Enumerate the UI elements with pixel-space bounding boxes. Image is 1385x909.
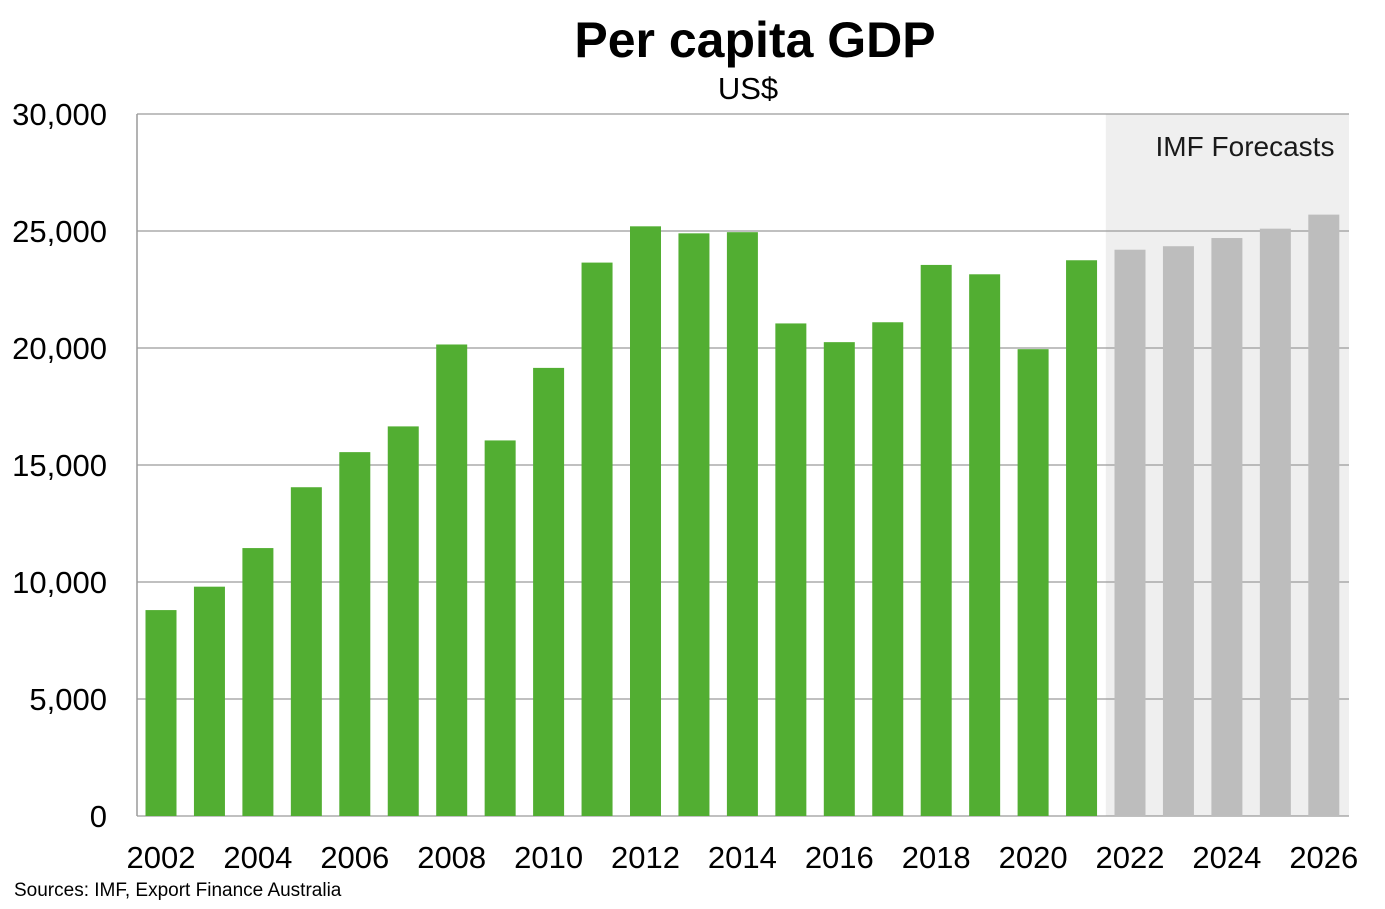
bar-2008 [436,344,468,816]
x-tick-label-2010: 2010 [514,840,583,875]
bar-2010 [533,367,565,816]
x-tick-label-2002: 2002 [127,840,196,875]
y-tick-label-15000: 15,000 [12,448,107,483]
x-tick-label-2024: 2024 [1192,840,1261,875]
bar-2017 [872,322,904,816]
bar-2006 [339,452,371,816]
bars [145,214,1340,817]
bar-2013 [678,233,710,817]
bar-2023 [1162,246,1194,816]
y-tick-label-10000: 10,000 [12,565,107,600]
bar-2020 [1017,349,1049,816]
x-tick-label-2014: 2014 [708,840,777,875]
bar-2005 [290,487,322,816]
x-tick-label-2020: 2020 [999,840,1068,875]
bar-2007 [387,426,419,816]
x-tick-label-2012: 2012 [611,840,680,875]
chart-subtitle: US$ [718,71,778,106]
bar-2025 [1259,228,1291,816]
bar-2011 [581,262,613,817]
bar-2021 [1066,260,1098,816]
x-tick-label-2018: 2018 [902,840,971,875]
y-tick-label-5000: 5,000 [29,682,107,717]
y-tick-label-30000: 30,000 [12,97,107,132]
bar-2016 [823,342,855,816]
x-tick-label-2004: 2004 [223,840,292,875]
x-tick-labels: 2002 2004 2006 2008 2010 2012 2014 2016 2018 2020… [127,840,1359,875]
chart-title: Per capita GDP [574,12,935,68]
bar-2019 [969,274,1001,816]
bar-2014 [726,232,758,817]
bar-2012 [630,226,661,816]
x-tick-label-2016: 2016 [805,840,874,875]
forecast-annotation: IMF Forecasts [1156,131,1335,162]
bar-2026 [1308,214,1340,816]
bar-2015 [775,323,807,816]
y-tick-label-0: 0 [90,799,107,834]
y-tick-label-20000: 20,000 [12,331,107,366]
x-tick-label-2006: 2006 [320,840,389,875]
bar-2009 [484,440,516,816]
x-tick-label-2026: 2026 [1289,840,1358,875]
bar-2002 [145,610,177,816]
y-tick-labels: 0 5,000 10,000 15,000 20,000 25,000 30,000 [12,97,107,834]
bar-2024 [1211,238,1243,816]
x-tick-label-2022: 2022 [1096,840,1165,875]
source-note: Sources: IMF, Export Finance Australia [14,880,342,901]
bar-2004 [242,548,274,816]
x-tick-label-2008: 2008 [417,840,486,875]
bar-2003 [193,586,225,816]
bar-2022 [1114,249,1146,817]
y-tick-label-25000: 25,000 [12,214,107,249]
bar-2018 [920,264,952,816]
